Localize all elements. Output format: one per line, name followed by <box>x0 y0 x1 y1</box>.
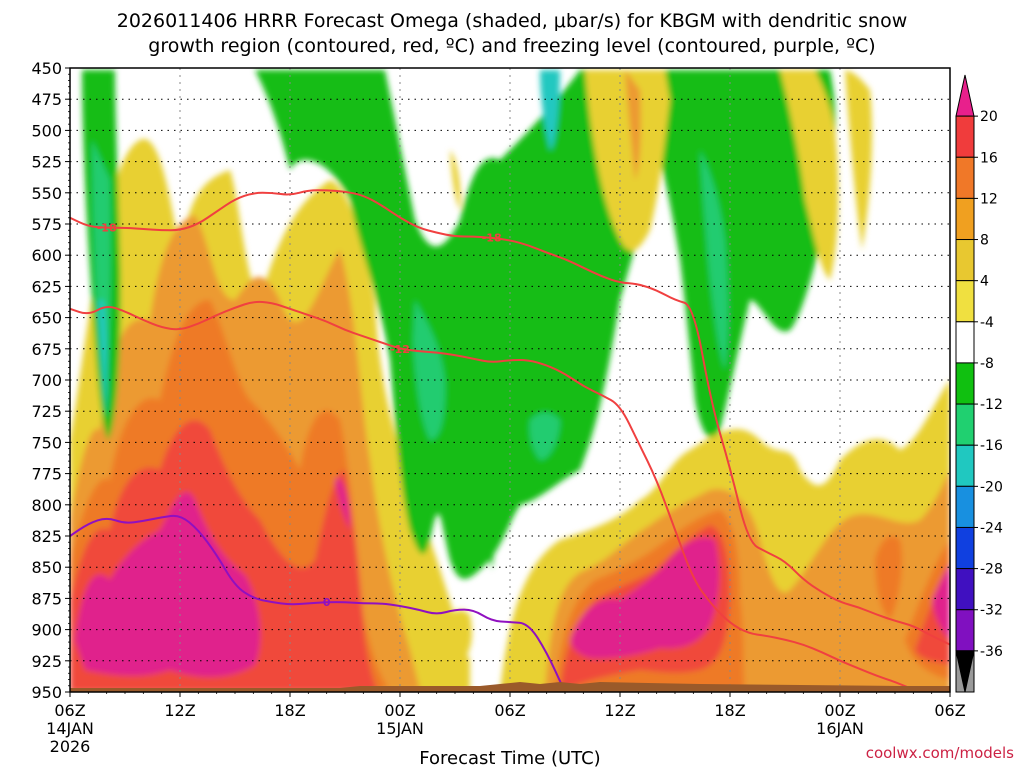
y-axis: 450 475 500 525 550 575 600 625 650 675 700 725 750 7… <box>31 59 70 702</box>
omega-neg-teal-mid2 <box>529 412 560 460</box>
omega-pos-yellow-upper3 <box>845 70 873 250</box>
colorbar-segment <box>955 485 975 528</box>
y-tick-label: 950 <box>31 683 62 702</box>
omega-neg-green-mid2 <box>460 310 508 570</box>
y-tick-label: 650 <box>31 309 62 328</box>
x-tick-label: 12Z <box>164 701 195 720</box>
colorbar-label: -4 <box>980 315 994 331</box>
colorbar-label: -24 <box>980 520 1003 536</box>
colorbar-label: 8 <box>980 233 989 249</box>
colorbar-label: -16 <box>980 438 1003 454</box>
colorbar-label: -36 <box>980 644 1003 660</box>
colorbar-top-arrow <box>955 74 975 117</box>
y-tick-label: 575 <box>31 215 62 234</box>
colorbar-segment <box>955 526 975 570</box>
colorbar-label: -12 <box>980 397 1003 413</box>
colorbar: 20 16 12 8 4 -4 -8 -12 -16 -20 -24 -28 -32 -36 <box>955 74 1003 693</box>
x-year-label: 2026 <box>50 737 91 756</box>
y-tick-label: 525 <box>31 153 62 172</box>
contour-label: -12 <box>390 343 410 356</box>
omega-neg-cyan-upper <box>540 70 560 150</box>
x-tick-label: 06Z <box>54 701 85 720</box>
y-tick-label: 750 <box>31 433 62 452</box>
x-tick-label: 00Z <box>384 701 415 720</box>
omega-pos-yellow-upper1 <box>585 70 670 251</box>
y-tick-label: 475 <box>31 90 62 109</box>
y-tick-label: 700 <box>31 371 62 390</box>
y-tick-label: 775 <box>31 465 62 484</box>
omega-neg-green-mid <box>255 70 661 579</box>
x-tick-label: 18Z <box>274 701 305 720</box>
y-tick-label: 875 <box>31 589 62 608</box>
y-tick-label: 550 <box>31 184 62 203</box>
chart-title-line2: growth region (contoured, red, ºC) and f… <box>148 35 875 57</box>
y-tick-label: 625 <box>31 277 62 296</box>
x-tick-label: 12Z <box>604 701 635 720</box>
omega-pos-red-right <box>560 525 950 692</box>
colorbar-label: -8 <box>980 356 994 372</box>
omega-neg-teal-mid <box>413 300 446 440</box>
brand-link[interactable]: coolwx.com/models <box>866 744 1014 762</box>
y-tick-label: 825 <box>31 527 62 546</box>
x-axis-title: Forecast Time (UTC) <box>419 748 600 768</box>
y-tick-label: 500 <box>31 121 62 140</box>
y-tick-label: 600 <box>31 246 62 265</box>
y-tick-label: 900 <box>31 621 62 640</box>
x-tick-label: 06Z <box>934 701 965 720</box>
x-tick-label: 06Z <box>494 701 525 720</box>
x-tick-label: 00Z <box>824 701 855 720</box>
colorbar-segment <box>955 403 975 446</box>
y-tick-label: 850 <box>31 558 62 577</box>
x-date-label: 15JAN <box>376 719 424 738</box>
omega-pos-yellow-small <box>444 610 472 665</box>
colorbar-label: 4 <box>980 274 989 290</box>
colorbar-label: -32 <box>980 603 1003 619</box>
x-date-label: 16JAN <box>816 719 864 738</box>
omega-pos-magenta-right <box>570 537 950 659</box>
colorbar-segment <box>955 115 975 158</box>
colorbar-segment <box>955 280 975 323</box>
colorbar-label: 20 <box>980 109 998 125</box>
y-tick-label: 450 <box>31 59 62 78</box>
omega-pos-magenta-left <box>75 491 261 677</box>
gridlines <box>70 68 950 692</box>
colorbar-segment <box>955 444 975 487</box>
omega-neg-cyan-left <box>98 300 108 420</box>
colorbar-segment <box>955 239 975 282</box>
colorbar-label: -20 <box>980 479 1003 495</box>
colorbar-segment <box>955 321 975 364</box>
omega-pos-magenta-left2 <box>335 478 350 530</box>
colorbar-segment <box>955 609 975 652</box>
omega-pos-yellow-upper2 <box>780 70 839 280</box>
contour-lines: -18 -18 -12 0 <box>70 189 950 692</box>
chart-title-line1: 2026011406 HRRR Forecast Omega (shaded, … <box>117 10 908 32</box>
omega-pos-yellow-upper4 <box>450 150 461 210</box>
colorbar-segment <box>955 568 975 611</box>
contour-line <box>70 514 566 692</box>
colorbar-segment <box>955 197 975 241</box>
colorbar-segment <box>955 362 975 405</box>
colorbar-label: 16 <box>980 150 998 166</box>
omega-pos-orange-upper1 <box>625 70 641 180</box>
y-tick-label: 925 <box>31 652 62 671</box>
contour-label: -18 <box>482 232 502 245</box>
y-tick-label: 675 <box>31 340 62 359</box>
omega-shading: -18 -18 -12 0 <box>70 68 950 692</box>
colorbar-bottom-arrow <box>955 650 975 693</box>
contour-label: -18 <box>97 222 117 235</box>
omega-neg-teal-right <box>700 150 729 370</box>
colorbar-label: -28 <box>980 562 1003 578</box>
terrain-ground <box>70 682 950 692</box>
contour-label: 0 <box>323 596 331 609</box>
colorbar-label: 12 <box>980 191 998 207</box>
x-tick-label: 18Z <box>714 701 745 720</box>
contour-line <box>70 300 924 692</box>
y-tick-label: 725 <box>31 402 62 421</box>
colorbar-segment <box>955 156 975 199</box>
x-date-label: 14JAN <box>46 719 94 738</box>
contour-line <box>70 189 950 646</box>
y-tick-label: 800 <box>31 496 62 515</box>
